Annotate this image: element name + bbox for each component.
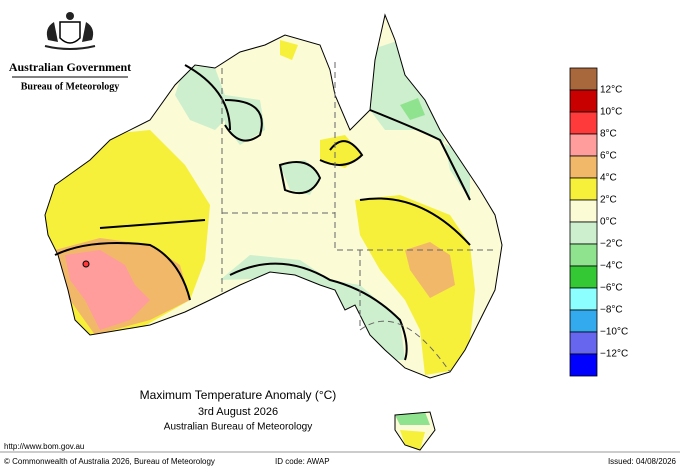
legend-swatch: [569, 89, 598, 113]
legend-label: 0°C: [600, 217, 617, 228]
legend-swatch: [569, 155, 598, 179]
legend-swatch: [569, 265, 598, 289]
legend-label: 8°C: [600, 129, 617, 140]
legend-swatch: [569, 353, 598, 377]
map-title: Maximum Temperature Anomaly (°C): [140, 388, 337, 402]
legend-swatch: [569, 221, 598, 245]
map: [44, 14, 503, 451]
legend-label: 10°C: [600, 107, 622, 118]
gov-name: Australian Government: [9, 60, 131, 74]
legend-label: −10°C: [600, 327, 628, 338]
legend-swatch: [569, 67, 598, 91]
legend-label: −8°C: [600, 305, 623, 316]
footer-copyright: © Commonwealth of Australia 2026, Bureau…: [4, 457, 215, 466]
legend-swatch: [569, 177, 598, 201]
legend-swatch: [569, 199, 598, 223]
legend-label: −2°C: [600, 239, 623, 250]
agency-name: Bureau of Meteorology: [21, 81, 120, 92]
footer-issued: Issued: 04/08/2026: [608, 457, 677, 466]
legend-label: 6°C: [600, 151, 617, 162]
legend-swatch: [569, 331, 598, 355]
legend-label: −6°C: [600, 283, 623, 294]
legend-label: 2°C: [600, 195, 617, 206]
footer-url: http://www.bom.gov.au: [4, 442, 84, 451]
map-date: 3rd August 2026: [198, 406, 278, 418]
legend-swatch: [569, 243, 598, 267]
legend-label: −4°C: [600, 261, 623, 272]
coat-of-arms: [44, 12, 96, 50]
legend: 12°C 10°C 8°C 6°C 4°C 2°C 0°C −2°C −4°C −6°C −8°C −…: [569, 67, 628, 377]
legend-label: 12°C: [600, 85, 622, 96]
footer-id: ID code: AWAP: [275, 457, 330, 466]
legend-label: 4°C: [600, 173, 617, 184]
legend-swatch: [569, 287, 598, 311]
legend-swatch: [569, 309, 598, 333]
map-source: Australian Bureau of Meteorology: [164, 422, 312, 433]
legend-label: −12°C: [600, 349, 628, 360]
legend-swatch: [569, 111, 598, 135]
legend-swatch: [569, 133, 598, 157]
